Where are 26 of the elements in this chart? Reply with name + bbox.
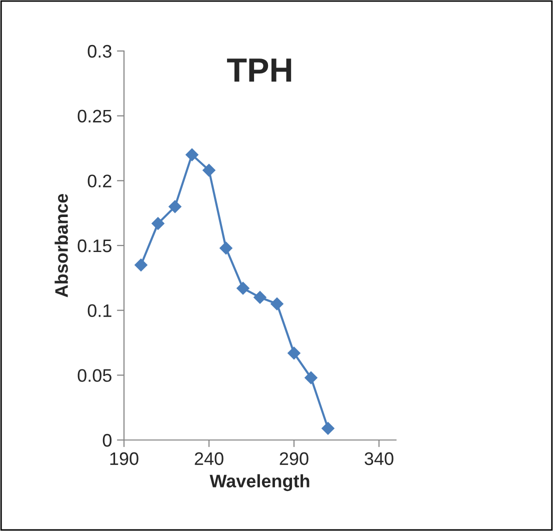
point (304, 371, 318, 384)
point (202, 164, 216, 177)
point (270, 297, 284, 310)
x-axis-title: Wavelength (210, 474, 310, 492)
point (134, 258, 148, 272)
point (186, 148, 198, 162)
y-tick-label: 0.15 (78, 239, 112, 252)
point (168, 200, 182, 214)
point (322, 422, 334, 435)
chart-title: TPH (227, 58, 292, 82)
y-axis-title: Absorbance (54, 194, 68, 298)
point (288, 346, 300, 360)
y-tick-label: 0.2 (88, 174, 112, 188)
point (254, 290, 266, 304)
point (236, 282, 250, 295)
y-tick-label: 0.3 (88, 44, 112, 58)
point (152, 217, 164, 230)
point (220, 242, 232, 255)
x-tick-label: 340 (364, 452, 394, 466)
y-tick-label: 0.1 (88, 304, 112, 318)
y-tick-label: 0.25 (78, 110, 112, 123)
x-tick-label: 190 (110, 452, 138, 466)
y-tick-label: 0 (102, 434, 112, 447)
y-tick-label: 0.05 (78, 369, 112, 382)
x-tick-label: 290 (280, 452, 308, 466)
x-tick-label: 240 (194, 452, 224, 466)
